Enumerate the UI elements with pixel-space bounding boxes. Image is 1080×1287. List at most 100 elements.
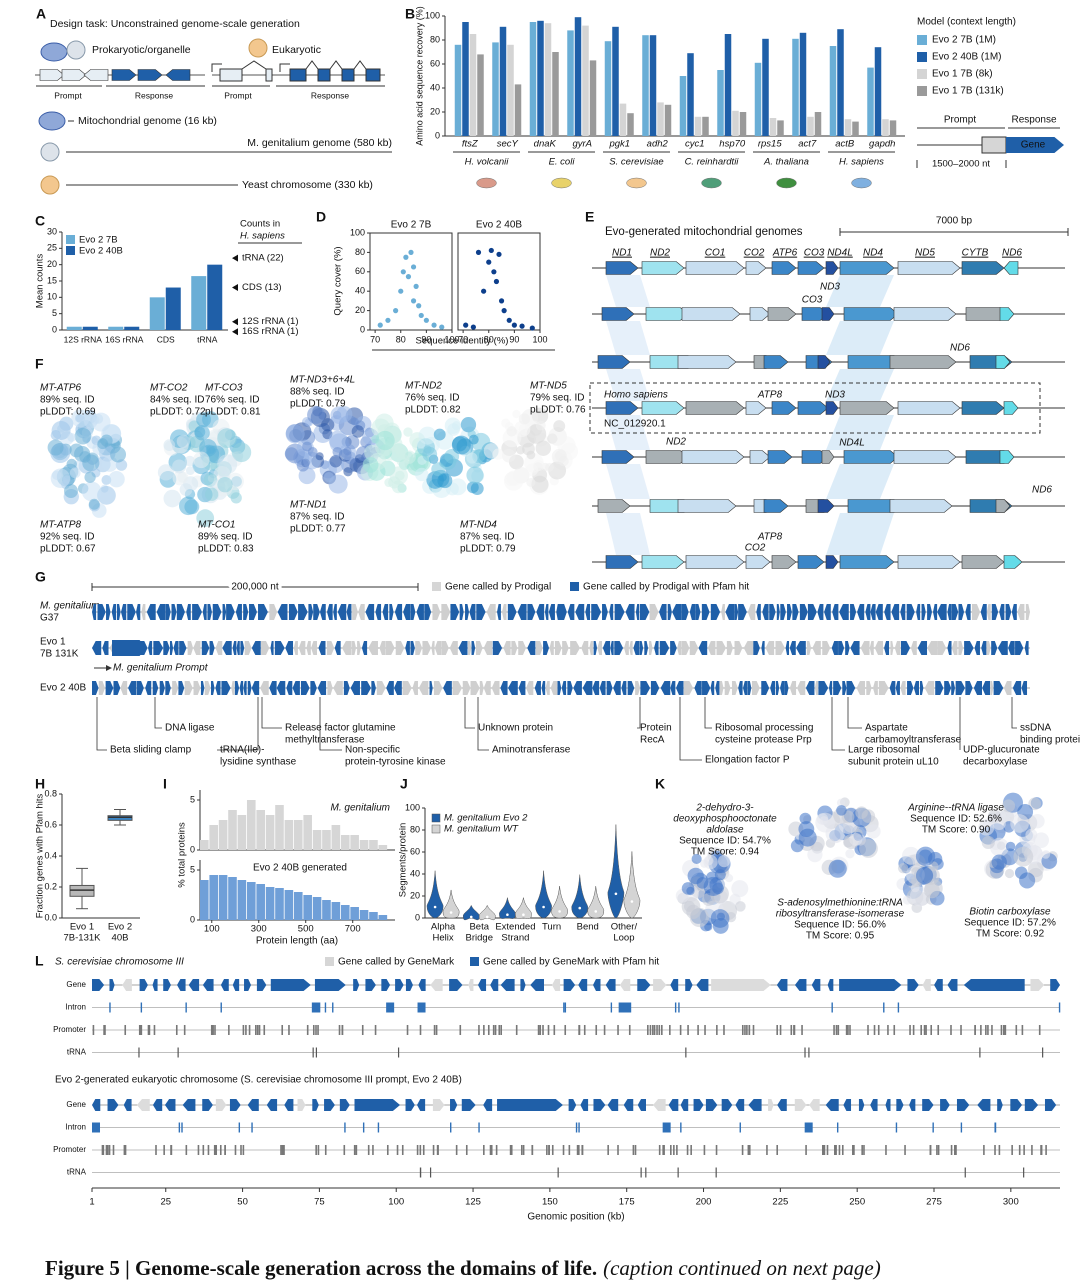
organism-icon xyxy=(701,177,722,189)
structure-blob xyxy=(391,480,405,494)
trna xyxy=(964,1167,966,1178)
median-dot xyxy=(542,905,545,909)
label: pLDDT: 0.77 xyxy=(290,524,346,535)
promoter xyxy=(432,1145,435,1155)
gene-arrow xyxy=(479,681,484,695)
gene-arrow xyxy=(416,604,424,620)
gene-arrow xyxy=(375,604,382,620)
gene-arrow xyxy=(326,604,333,620)
panel-label: K xyxy=(655,776,665,792)
histogram-bar xyxy=(256,810,265,850)
intron xyxy=(804,1122,813,1133)
gene-arrow xyxy=(995,355,1011,369)
gene-arrow xyxy=(917,641,928,655)
structure-blob xyxy=(683,900,696,913)
gene-arrow xyxy=(639,604,650,620)
plot-frame xyxy=(457,232,541,331)
gene-arrow xyxy=(743,681,748,695)
label: 7000 bp xyxy=(936,216,973,227)
gene-arrow xyxy=(839,555,895,569)
gene-arrow xyxy=(365,979,376,991)
y-tick-label: 15 xyxy=(47,275,57,285)
gene-arrow xyxy=(483,641,493,655)
promoter xyxy=(595,1025,598,1035)
gene-arrow xyxy=(870,604,876,620)
intron xyxy=(220,1002,222,1013)
point xyxy=(413,283,419,289)
promoter xyxy=(175,1025,178,1035)
intron xyxy=(92,1122,101,1133)
gene-arrow xyxy=(839,979,902,991)
gene-arrow xyxy=(346,604,352,620)
gene-arrow xyxy=(202,604,207,620)
gene-arrow xyxy=(229,1099,241,1111)
promoter xyxy=(123,1145,126,1155)
organism-icon xyxy=(476,177,497,189)
label: TM Score: 0.95 xyxy=(806,931,875,942)
label: H. sapiens xyxy=(240,231,285,242)
promoter xyxy=(258,1025,261,1035)
histogram-bar xyxy=(322,830,331,850)
gene-arrow xyxy=(535,641,543,655)
gene-arrow xyxy=(431,641,435,655)
gene-arrow xyxy=(548,604,555,620)
gene-arrow xyxy=(1011,604,1017,620)
gene-arrow xyxy=(441,604,451,620)
gene-arrow xyxy=(653,1099,666,1111)
gene-arrow xyxy=(991,641,998,655)
gene-arrow xyxy=(907,681,914,695)
label: ND1 xyxy=(612,248,632,259)
gene-arrow xyxy=(274,641,285,655)
intron xyxy=(564,1002,567,1013)
gene-arrow xyxy=(659,641,670,655)
label: Unknown protein xyxy=(478,723,553,734)
gene-arrow xyxy=(231,681,235,695)
label: Intron xyxy=(66,1003,86,1012)
intron xyxy=(739,1122,741,1133)
box xyxy=(107,815,133,821)
promoter xyxy=(490,1145,493,1155)
gene-arrow xyxy=(605,261,639,275)
structure-blob xyxy=(512,409,521,419)
gene-arrow xyxy=(232,641,237,655)
gene-arrow xyxy=(734,604,739,620)
intron xyxy=(662,1122,671,1133)
gene-arrow xyxy=(769,604,776,620)
gene-arrow xyxy=(606,681,613,695)
gene-arrow xyxy=(368,641,378,655)
structure-blob xyxy=(1028,797,1041,811)
plot-frame xyxy=(369,232,453,331)
group-label: H. volcanii xyxy=(465,157,510,168)
gene-arrow xyxy=(592,979,601,991)
promoter xyxy=(531,1145,534,1155)
label: CDS (13) xyxy=(242,282,282,293)
gene-arrow xyxy=(897,555,961,569)
label: MT-ND3+6+4L xyxy=(290,375,355,386)
histogram-bar xyxy=(246,800,256,850)
promoter xyxy=(92,1025,95,1035)
gene-arrow xyxy=(977,1099,991,1111)
gene-arrow xyxy=(971,604,981,620)
organism-icon xyxy=(626,177,647,189)
x-tick-label: 90 xyxy=(509,334,519,344)
gene-arrow xyxy=(293,641,298,655)
gene-arrow xyxy=(821,450,835,464)
histogram-bar xyxy=(200,840,209,850)
label: ND4 xyxy=(863,248,883,259)
reference-marker xyxy=(232,318,238,326)
gene-arrow xyxy=(468,979,474,991)
trna xyxy=(979,1047,981,1058)
gene-arrow xyxy=(965,604,971,620)
label: ND2 xyxy=(650,248,670,259)
promoter xyxy=(101,1145,104,1155)
gene-arrow xyxy=(117,604,121,620)
structure-blob xyxy=(415,467,429,482)
gene-arrow xyxy=(958,641,964,655)
label: Prompt xyxy=(944,115,976,126)
gene-arrow xyxy=(775,681,780,695)
x-tick-label: hsp70 xyxy=(719,139,746,150)
legend-swatch xyxy=(917,52,927,62)
label: ND6 xyxy=(1002,248,1022,259)
promoter xyxy=(1038,1025,1041,1035)
gene-arrow xyxy=(172,681,179,695)
